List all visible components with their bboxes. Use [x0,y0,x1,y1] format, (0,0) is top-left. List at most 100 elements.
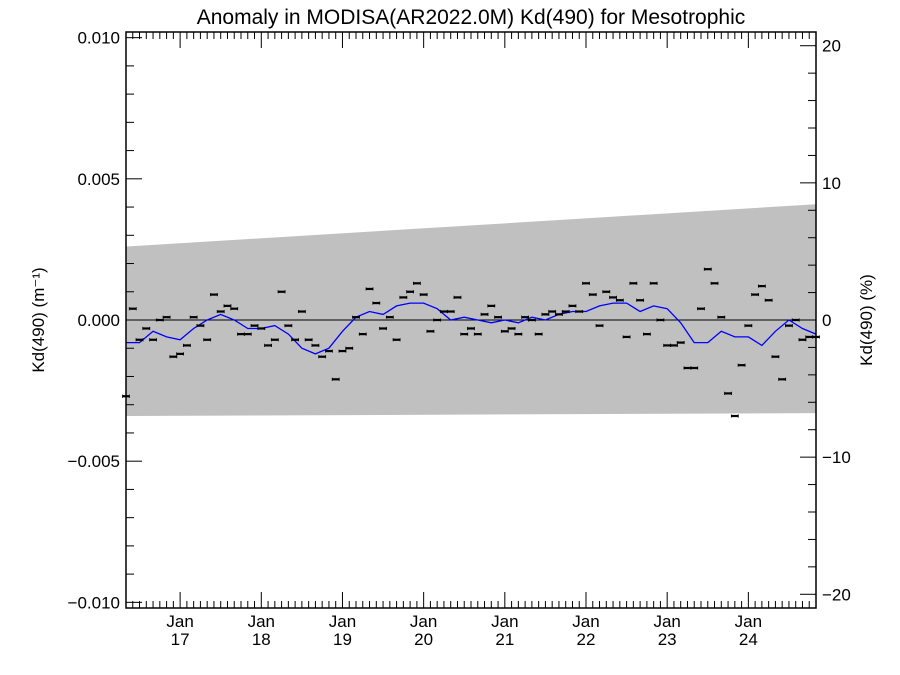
data-point [588,292,597,297]
data-point [744,324,753,328]
data-point [629,281,638,285]
data-point [690,366,699,370]
data-point [291,338,300,342]
data-point [568,304,577,308]
x-tick-month-label: Jan [735,612,762,631]
data-point [338,349,347,353]
data-point [304,338,313,342]
left-axis: 0.010 0.005 0.000 −0.005 −0.010 [68,29,142,612]
smoothed-anomaly-line [126,302,817,355]
x-tick-year-label: 19 [333,630,352,649]
left-tick-label: 0.005 [77,170,120,189]
x-tick-month-label: Jan [329,612,356,631]
data-point [724,391,732,396]
data-point [433,318,442,322]
left-tick-label: 0.010 [77,29,120,48]
data-point [331,377,340,381]
data-point [243,332,252,336]
data-point [385,315,394,319]
data-point [636,298,645,302]
data-point [412,281,421,285]
data-point [182,343,191,348]
data-point [521,315,530,319]
data-point [548,309,557,314]
x-tick-year-label: 24 [739,630,758,649]
data-point [419,292,428,297]
x-tick-month-label: Jan [248,612,275,631]
right-tick-label: −20 [822,585,851,604]
y-axis-label-left: Kd(490) (m⁻¹) [29,267,48,372]
data-point [365,287,374,291]
data-point [514,332,523,336]
data-point [500,329,509,333]
data-point [453,295,462,300]
x-tick-month-label: Jan [572,612,599,631]
data-point [446,309,455,314]
data-point [575,309,584,314]
data-point [609,295,617,300]
data-point [460,332,469,336]
data-point [527,318,536,322]
data-point [737,363,746,367]
data-point [223,304,232,308]
data-point [196,324,205,328]
left-tick-label: 0.000 [77,311,120,330]
data-point [615,298,624,302]
data-point [277,290,286,294]
x-tick-month-label: Jan [653,612,680,631]
x-tick-year-label: 17 [171,630,190,649]
data-point [284,324,293,328]
right-tick-label: 10 [822,174,841,193]
data-point [697,307,705,311]
x-tick-year-label: 18 [252,630,271,649]
data-point [392,338,401,342]
data-point [142,326,151,331]
data-point [656,318,665,322]
chart-title: Anomaly in MODISA(AR2022.0M) Kd(490) for… [197,6,746,29]
data-point [149,338,157,342]
data-point [128,307,137,311]
data-point [399,295,408,300]
data-point [176,352,185,356]
right-tick-label: 0 [822,311,831,330]
data-point [676,340,685,345]
data-point [757,284,766,288]
data-point [710,281,719,285]
data-point [791,318,800,322]
right-tick-label: 20 [822,37,841,56]
smooth-line-layer [126,302,817,355]
data-point [785,324,793,328]
data-point [561,309,570,314]
data-point [798,338,807,342]
data-point [372,301,381,305]
data-point [162,315,171,319]
data-point [210,292,218,297]
right-axis: 20 10 0 −10 −20 [800,37,851,604]
data-point [358,332,367,336]
data-point [379,326,387,331]
data-point [406,290,415,294]
confidence-band [126,204,816,416]
data-point [169,355,178,359]
data-point [318,355,327,359]
data-point [352,315,360,319]
data-point [155,318,164,322]
x-tick-month-label: Jan [491,612,518,631]
data-point [751,292,760,297]
x-tick-year-label: 22 [577,630,596,649]
left-tick-label: −0.010 [68,593,120,612]
data-point [325,349,333,353]
data-point [582,281,590,285]
data-point [703,267,712,271]
data-point [135,338,144,342]
data-point [250,324,259,328]
data-point [555,312,563,316]
data-point [345,346,354,350]
right-tick-label: −10 [822,448,851,467]
data-point [717,315,726,319]
data-points-layer [122,267,820,418]
x-tick-year-label: 20 [414,630,433,649]
data-point [426,329,435,333]
